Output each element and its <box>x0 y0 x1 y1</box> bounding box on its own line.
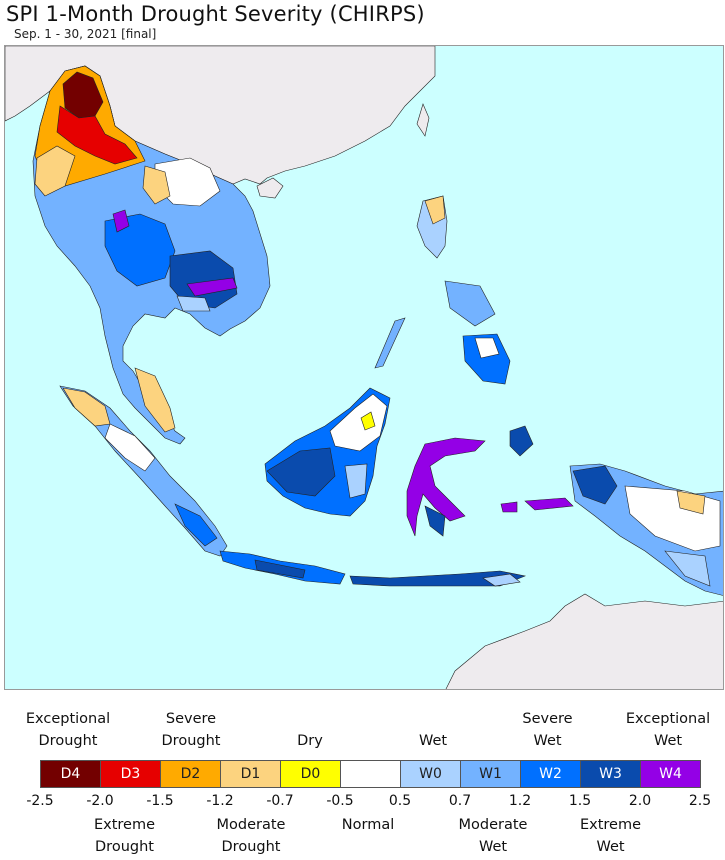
legend: Exceptional Drought Severe Drought Dry W… <box>0 700 725 860</box>
seram <box>524 497 574 511</box>
thailand-exceptional-wet <box>112 209 130 233</box>
cambodia-exceptional-wet <box>186 277 238 297</box>
new-guinea-extreme-wet <box>572 465 618 505</box>
cambodia-moderate-wet <box>176 295 211 312</box>
thailand-severe-wet <box>104 213 176 287</box>
mindanao-normal <box>474 337 500 359</box>
legend-tick: -0.5 <box>326 793 354 809</box>
sulawesi <box>406 437 486 537</box>
malay-peninsula-dry <box>134 367 176 433</box>
legend-tick: -1.2 <box>206 793 234 809</box>
java-extreme-wet <box>254 559 306 579</box>
australia-landmass <box>445 593 723 689</box>
borneo-east-moderate-wet <box>344 463 368 499</box>
legend-box-w2: W2 <box>520 760 581 788</box>
legend-label-moderate-drought: Moderate Drought <box>216 817 286 855</box>
cambodia-extreme-wet <box>169 250 238 309</box>
hainan <box>256 177 284 199</box>
legend-label-normal: Normal <box>341 817 395 833</box>
legend-label-moderate-wet: Moderate Wet <box>458 817 528 855</box>
sumatra-south-severe-wet <box>174 503 218 547</box>
legend-tick: -0.7 <box>266 793 294 809</box>
legend-box-d3: D3 <box>100 760 161 788</box>
mindanao <box>462 333 511 385</box>
legend-tick: -2.0 <box>86 793 114 809</box>
map-title: SPI 1-Month Drought Severity (CHIRPS) <box>6 2 425 26</box>
legend-box-d4: D4 <box>40 760 101 788</box>
new-guinea-dry <box>676 490 706 515</box>
luzon-north-dry <box>424 195 446 225</box>
legend-label-wet: Wet <box>418 733 448 749</box>
legend-box-w1: W1 <box>460 760 521 788</box>
taiwan <box>416 103 430 137</box>
visayas <box>444 280 496 327</box>
legend-box-d1: D1 <box>220 760 281 788</box>
legend-box-w0: W0 <box>400 760 461 788</box>
myanmar-extreme-drought <box>56 105 138 165</box>
myanmar-exceptional-drought <box>62 71 104 119</box>
legend-label-exceptional-drought: Exceptional Drought <box>25 711 111 749</box>
buru <box>500 501 518 513</box>
legend-label-extreme-wet: Extreme Wet <box>579 817 642 855</box>
legend-tick: 2.5 <box>688 793 712 809</box>
vietnam-north-dry <box>142 165 171 205</box>
legend-tick: -2.5 <box>26 793 54 809</box>
palawan <box>374 317 406 369</box>
sulawesi-southeast-extreme-wet <box>424 505 446 537</box>
legend-box-w4: W4 <box>640 760 701 788</box>
legend-tick: 0.7 <box>448 793 472 809</box>
borneo-north-normal <box>329 393 388 452</box>
legend-box-normal <box>340 760 401 788</box>
borneo-dry-spot <box>360 411 376 431</box>
legend-box-d0: D0 <box>280 760 341 788</box>
legend-label-dry: Dry <box>297 733 323 749</box>
sumatra-normal <box>104 423 156 472</box>
legend-label-extreme-drought: Extreme Drought <box>93 817 156 855</box>
legend-label-severe-wet: Severe Wet <box>522 711 573 749</box>
drought-map <box>4 45 724 690</box>
legend-box-d2: D2 <box>160 760 221 788</box>
legend-tick: -1.5 <box>146 793 174 809</box>
legend-tick: 1.5 <box>568 793 592 809</box>
legend-label-severe-drought: Severe Drought <box>161 711 221 749</box>
timor <box>482 573 521 587</box>
legend-tick: 0.5 <box>388 793 412 809</box>
map-date-range: Sep. 1 - 30, 2021 [final] <box>14 27 157 41</box>
legend-box-w3: W3 <box>580 760 641 788</box>
legend-tick: 2.0 <box>628 793 652 809</box>
legend-label-exceptional-wet: Exceptional Wet <box>625 711 711 749</box>
borneo-extreme-wet <box>266 447 336 497</box>
halmahera <box>509 425 534 457</box>
new-guinea-south-moderate-wet <box>664 550 711 587</box>
myanmar-dry <box>34 145 76 197</box>
legend-tick: 1.2 <box>508 793 532 809</box>
